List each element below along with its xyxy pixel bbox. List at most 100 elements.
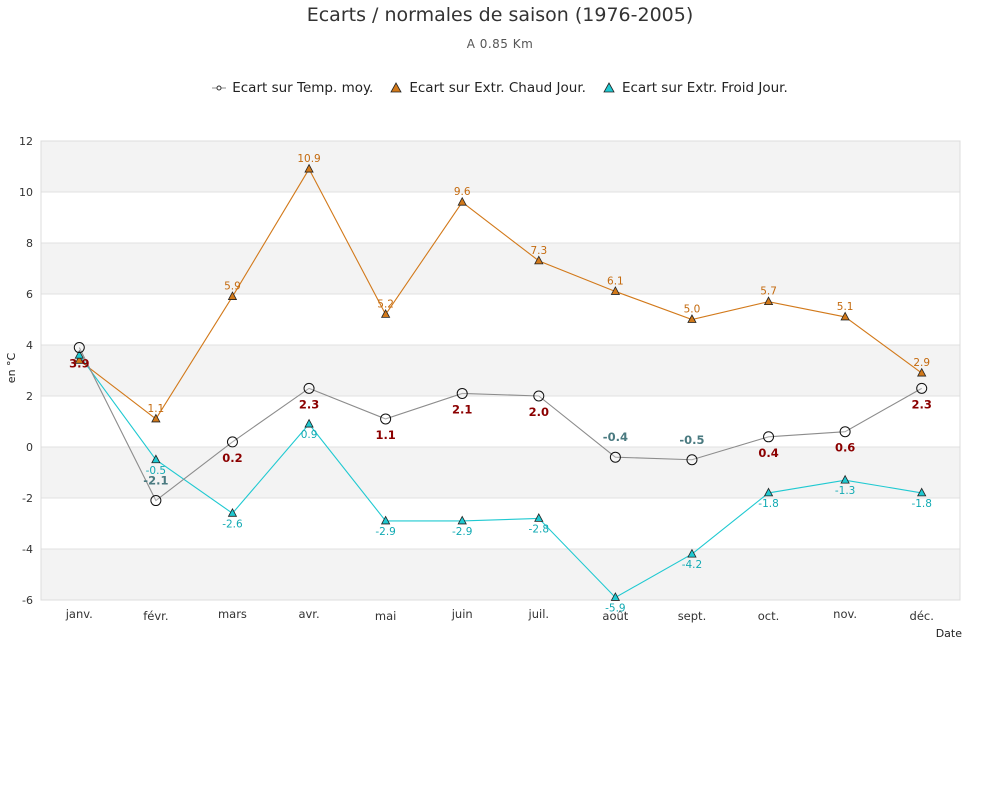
data-point-extr-chaud <box>840 311 850 321</box>
data-label-extr-froid: 0.9 <box>301 429 318 441</box>
x-tick-label: oct. <box>758 609 780 623</box>
data-point-extr-chaud <box>763 296 774 306</box>
y-tick-label: 8 <box>26 237 33 250</box>
data-label-extr-froid: -4.2 <box>682 559 703 571</box>
data-point-extr-froid <box>227 507 238 517</box>
data-point-extr-froid <box>610 592 621 601</box>
data-label-extr-chaud: 6.1 <box>607 275 624 287</box>
grid-band <box>41 141 960 192</box>
y-tick-label: 6 <box>26 288 33 301</box>
data-point-temp-moy <box>380 413 392 425</box>
data-point-temp-moy <box>456 387 468 399</box>
x-axis-title: Date <box>936 627 963 640</box>
data-label-temp-moy: 2.3 <box>299 397 319 411</box>
chart-legend: Ecart sur Temp. moy. Ecart sur Extr. Cha… <box>0 80 1000 96</box>
legend-item-extr-chaud[interactable]: Ecart sur Extr. Chaud Jour. <box>389 80 586 96</box>
data-point-extr-froid <box>151 454 161 464</box>
series-line-2 <box>78 354 922 599</box>
data-point-temp-moy <box>226 436 238 448</box>
x-tick-label: juin <box>451 607 473 621</box>
data-point-extr-froid <box>457 515 467 525</box>
grid-band <box>41 243 960 294</box>
x-tick-label: juil. <box>528 607 550 621</box>
plot-area-border <box>40 140 961 601</box>
data-point-extr-chaud <box>917 367 927 377</box>
legend-label-extr-froid: Ecart sur Extr. Froid Jour. <box>621 80 788 96</box>
data-point-extr-chaud <box>534 255 544 265</box>
data-point-extr-froid <box>840 474 850 484</box>
data-point-temp-moy <box>150 495 162 507</box>
cyan-triangle-icon <box>603 82 615 93</box>
x-tick-label: déc. <box>910 609 934 623</box>
data-point-extr-froid <box>687 548 697 558</box>
chart-title: Ecarts / normales de saison (1976-2005) <box>306 4 694 26</box>
data-label-extr-froid: -5.9 <box>605 602 626 614</box>
data-label-extr-chaud: 5.9 <box>224 281 241 293</box>
data-label-extr-chaud: 5.2 <box>377 298 394 310</box>
data-label-temp-moy: 2.1 <box>452 402 472 416</box>
chart-subtitle: A 0.85 Km <box>466 37 534 51</box>
data-label-extr-chaud: 9.6 <box>454 186 471 198</box>
data-point-extr-chaud <box>227 291 238 300</box>
data-point-temp-moy <box>839 426 851 438</box>
x-tick-label: août <box>602 609 628 623</box>
data-label-temp-moy: 2.0 <box>529 405 549 419</box>
data-label-extr-froid: -2.6 <box>222 518 243 530</box>
x-tick-label: févr. <box>143 609 168 623</box>
x-tick-label: janv. <box>65 607 93 621</box>
x-tick-label: sept. <box>678 609 707 623</box>
grid-band <box>41 549 960 600</box>
data-label-temp-moy: -0.5 <box>679 433 704 447</box>
y-tick-label: 2 <box>26 390 33 403</box>
grid-band <box>41 447 960 498</box>
data-point-extr-chaud <box>151 413 161 423</box>
series-line-1 <box>78 167 923 420</box>
data-point-temp-moy <box>303 382 315 394</box>
x-tick-label: mai <box>375 609 396 623</box>
legend-item-extr-froid[interactable]: Ecart sur Extr. Froid Jour. <box>602 80 788 96</box>
data-label-extr-chaud: 7.3 <box>530 245 547 257</box>
y-axis-title: en °C <box>5 352 18 383</box>
data-point-temp-moy <box>763 431 775 443</box>
x-tick-label: nov. <box>833 607 857 621</box>
data-label-temp-moy: -0.4 <box>603 430 628 444</box>
orange-triangle-icon <box>390 82 403 93</box>
data-label-extr-froid: -1.8 <box>911 498 932 510</box>
x-tick-label: mars <box>218 607 247 621</box>
grid-band <box>41 345 960 396</box>
data-point-extr-chaud <box>304 163 314 173</box>
data-point-temp-moy <box>533 390 545 402</box>
series-line-0 <box>78 347 922 502</box>
data-label-extr-chaud: 2.9 <box>913 357 930 369</box>
data-point-extr-froid <box>304 418 314 428</box>
data-label-temp-moy: 1.1 <box>375 428 395 442</box>
data-label-extr-froid: -2.9 <box>452 526 473 538</box>
data-point-temp-moy <box>916 382 928 394</box>
data-label-extr-chaud: 5.0 <box>684 304 701 316</box>
data-label-extr-froid: -1.8 <box>758 498 779 510</box>
circle-marker-icon <box>212 85 227 91</box>
data-point-extr-froid <box>74 349 84 359</box>
data-label-extr-chaud: 5.7 <box>760 286 777 298</box>
data-label-temp-moy: 0.6 <box>835 441 855 455</box>
data-point-extr-chaud <box>380 309 391 318</box>
data-point-temp-moy <box>73 342 85 354</box>
data-label-extr-chaud: 10.9 <box>297 153 320 165</box>
y-tick-label: -4 <box>22 543 33 556</box>
data-point-temp-moy <box>686 454 698 466</box>
legend-item-temp-moy[interactable]: Ecart sur Temp. moy. <box>212 80 373 96</box>
data-point-extr-chaud <box>610 286 621 295</box>
data-label-temp-moy: -2.1 <box>143 474 168 488</box>
legend-label-extr-chaud: Ecart sur Extr. Chaud Jour. <box>409 80 586 96</box>
data-label-temp-moy: 3.9 <box>69 357 89 371</box>
data-point-temp-moy <box>609 451 621 463</box>
data-point-extr-froid <box>380 515 391 525</box>
y-tick-label: -2 <box>22 492 33 505</box>
data-point-extr-chaud <box>687 314 697 323</box>
y-tick-label: 4 <box>26 339 33 352</box>
data-point-extr-froid <box>534 513 544 522</box>
data-point-extr-chaud <box>74 354 84 364</box>
data-label-temp-moy: 0.2 <box>222 451 242 465</box>
